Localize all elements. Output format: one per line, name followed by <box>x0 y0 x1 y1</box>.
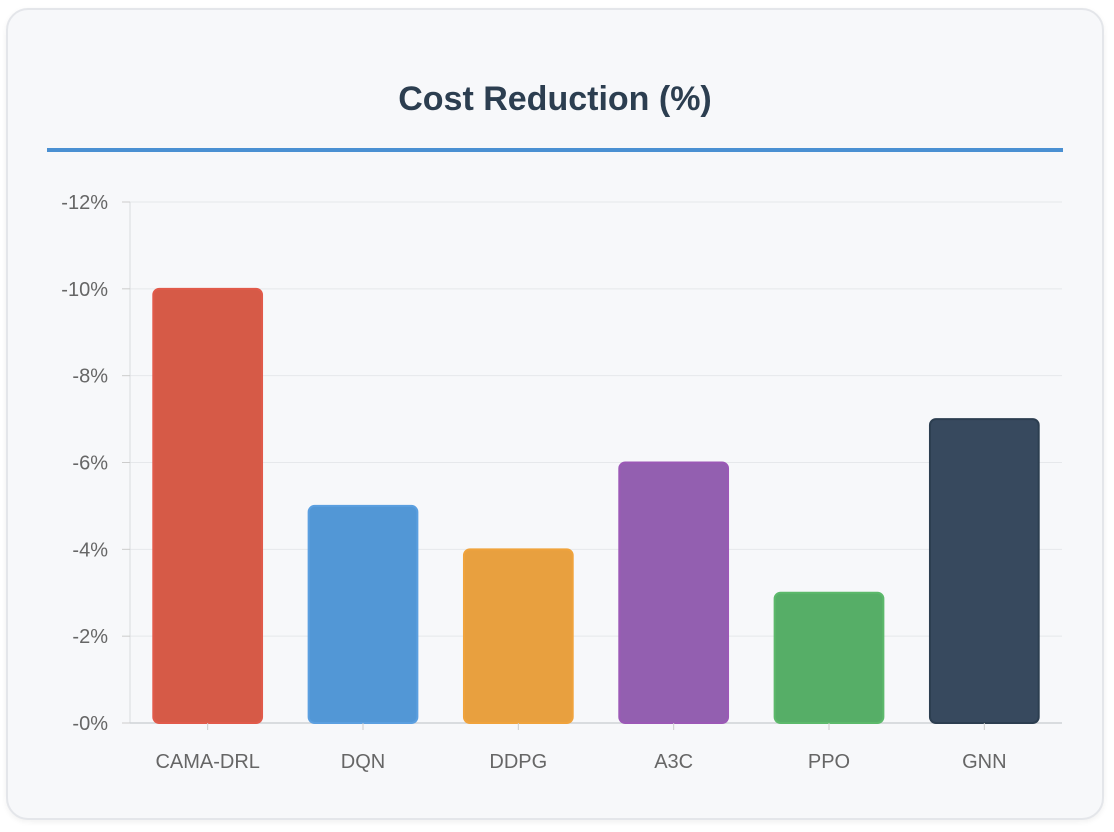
bars <box>152 287 1040 724</box>
y-tick-label: -2% <box>72 626 108 648</box>
y-tick-label: -6% <box>72 453 108 475</box>
bar-ddpg <box>462 548 574 724</box>
bar-gnn <box>928 418 1040 724</box>
x-tick-label: A3C <box>654 751 693 773</box>
y-axis-ticks: -0% -2% -4% -6% -8% -10% -12% <box>61 192 130 735</box>
y-tick-label: -12% <box>61 192 108 214</box>
x-tick-label: GNN <box>962 751 1006 773</box>
y-tick-label: -4% <box>72 539 108 561</box>
x-tick-label: CAMA-DRL <box>155 751 259 773</box>
x-tick-label: PPO <box>808 751 850 773</box>
bar-cama-drl <box>152 287 264 724</box>
y-tick-label: -8% <box>72 366 108 388</box>
gridlines <box>130 201 1062 637</box>
bar-dqn <box>307 504 419 724</box>
x-axis-labels: CAMA-DRL DQN DDPG A3C PPO GNN <box>155 723 1007 773</box>
x-tick-label: DDPG <box>489 751 547 773</box>
x-tick-label: DQN <box>341 751 385 773</box>
bar-ppo <box>773 591 885 724</box>
y-tick-label: -10% <box>61 279 108 301</box>
chart-title: Cost Reduction (%) <box>398 80 712 118</box>
y-tick-label: -0% <box>72 713 108 735</box>
bar-a3c <box>618 461 730 724</box>
title-underline <box>47 148 1063 152</box>
